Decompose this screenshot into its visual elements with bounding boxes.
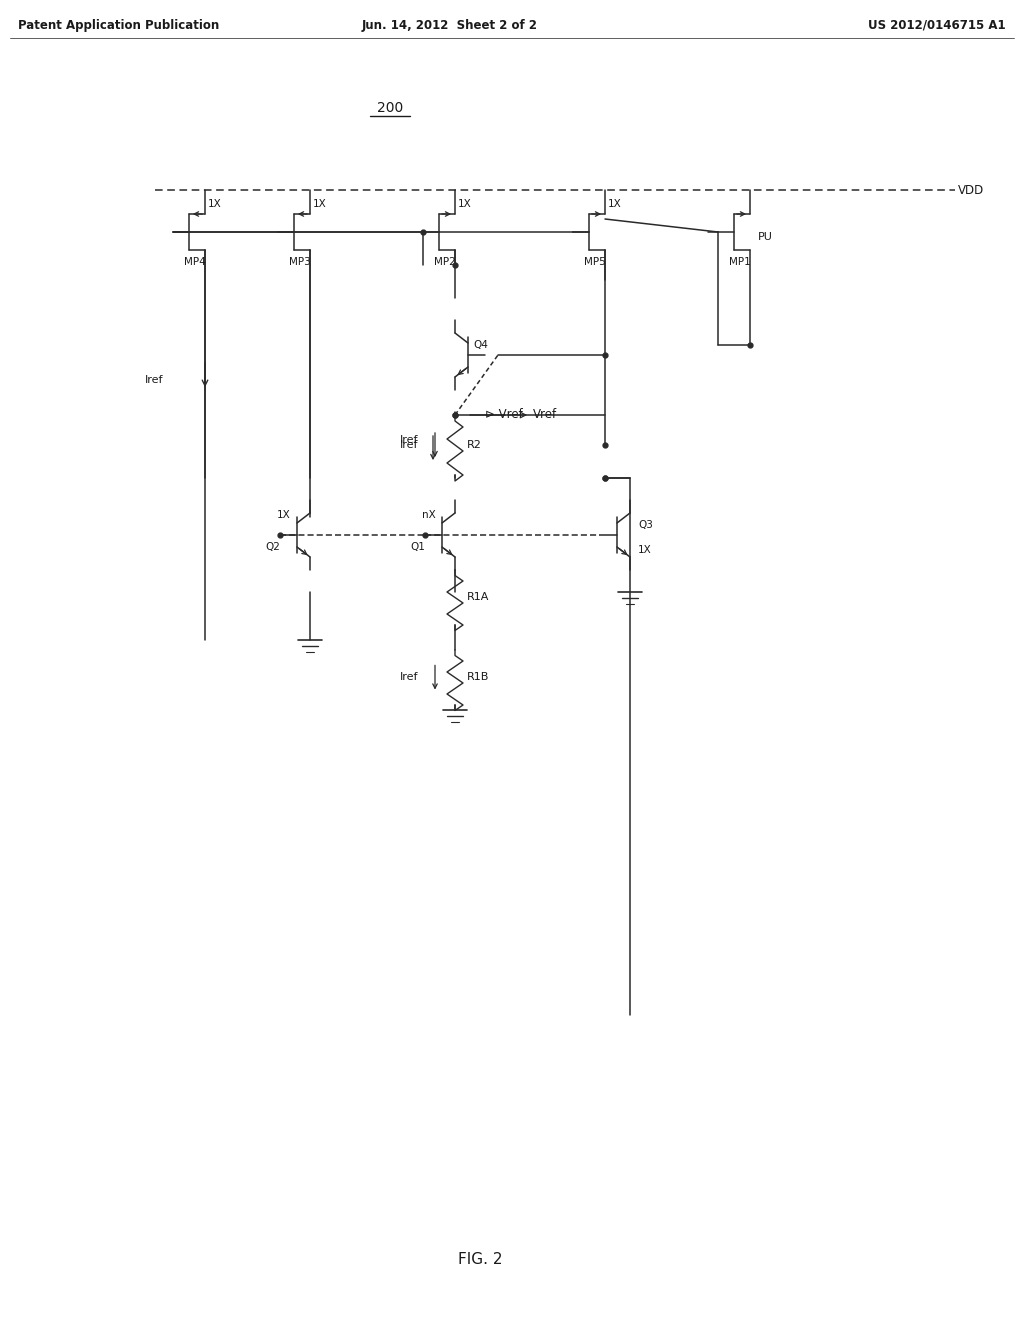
Text: nX: nX — [422, 510, 436, 520]
Text: MP2: MP2 — [434, 257, 456, 267]
Text: Iref: Iref — [400, 440, 419, 450]
Text: MP1: MP1 — [729, 257, 751, 267]
Text: Q4: Q4 — [473, 341, 487, 350]
Text: Patent Application Publication: Patent Application Publication — [18, 18, 219, 32]
Text: 1X: 1X — [608, 199, 622, 209]
Text: 1X: 1X — [313, 199, 327, 209]
Text: R1B: R1B — [467, 672, 489, 682]
Text: MP4: MP4 — [184, 257, 206, 267]
Text: FIG. 2: FIG. 2 — [458, 1253, 502, 1267]
Text: VDD: VDD — [958, 183, 984, 197]
Text: R1A: R1A — [467, 593, 489, 602]
Text: PU: PU — [758, 232, 773, 242]
Text: 200: 200 — [377, 102, 403, 115]
Text: 1X: 1X — [278, 510, 291, 520]
Text: R2: R2 — [467, 440, 482, 450]
Text: Jun. 14, 2012  Sheet 2 of 2: Jun. 14, 2012 Sheet 2 of 2 — [362, 18, 538, 32]
Text: Q3: Q3 — [638, 520, 653, 531]
Text: 1X: 1X — [638, 545, 651, 554]
Text: Iref: Iref — [400, 672, 419, 682]
Text: Vref: Vref — [534, 408, 557, 421]
Text: US 2012/0146715 A1: US 2012/0146715 A1 — [868, 18, 1006, 32]
Text: Iref: Iref — [400, 436, 419, 445]
Text: MP5: MP5 — [584, 257, 606, 267]
Text: Q1: Q1 — [410, 543, 425, 552]
Text: Iref: Iref — [145, 375, 164, 385]
Text: ⊳ Vref: ⊳ Vref — [485, 408, 522, 421]
Text: 1X: 1X — [208, 199, 222, 209]
Text: Q2: Q2 — [265, 543, 280, 552]
Text: 1X: 1X — [458, 199, 472, 209]
Text: MP3: MP3 — [289, 257, 310, 267]
